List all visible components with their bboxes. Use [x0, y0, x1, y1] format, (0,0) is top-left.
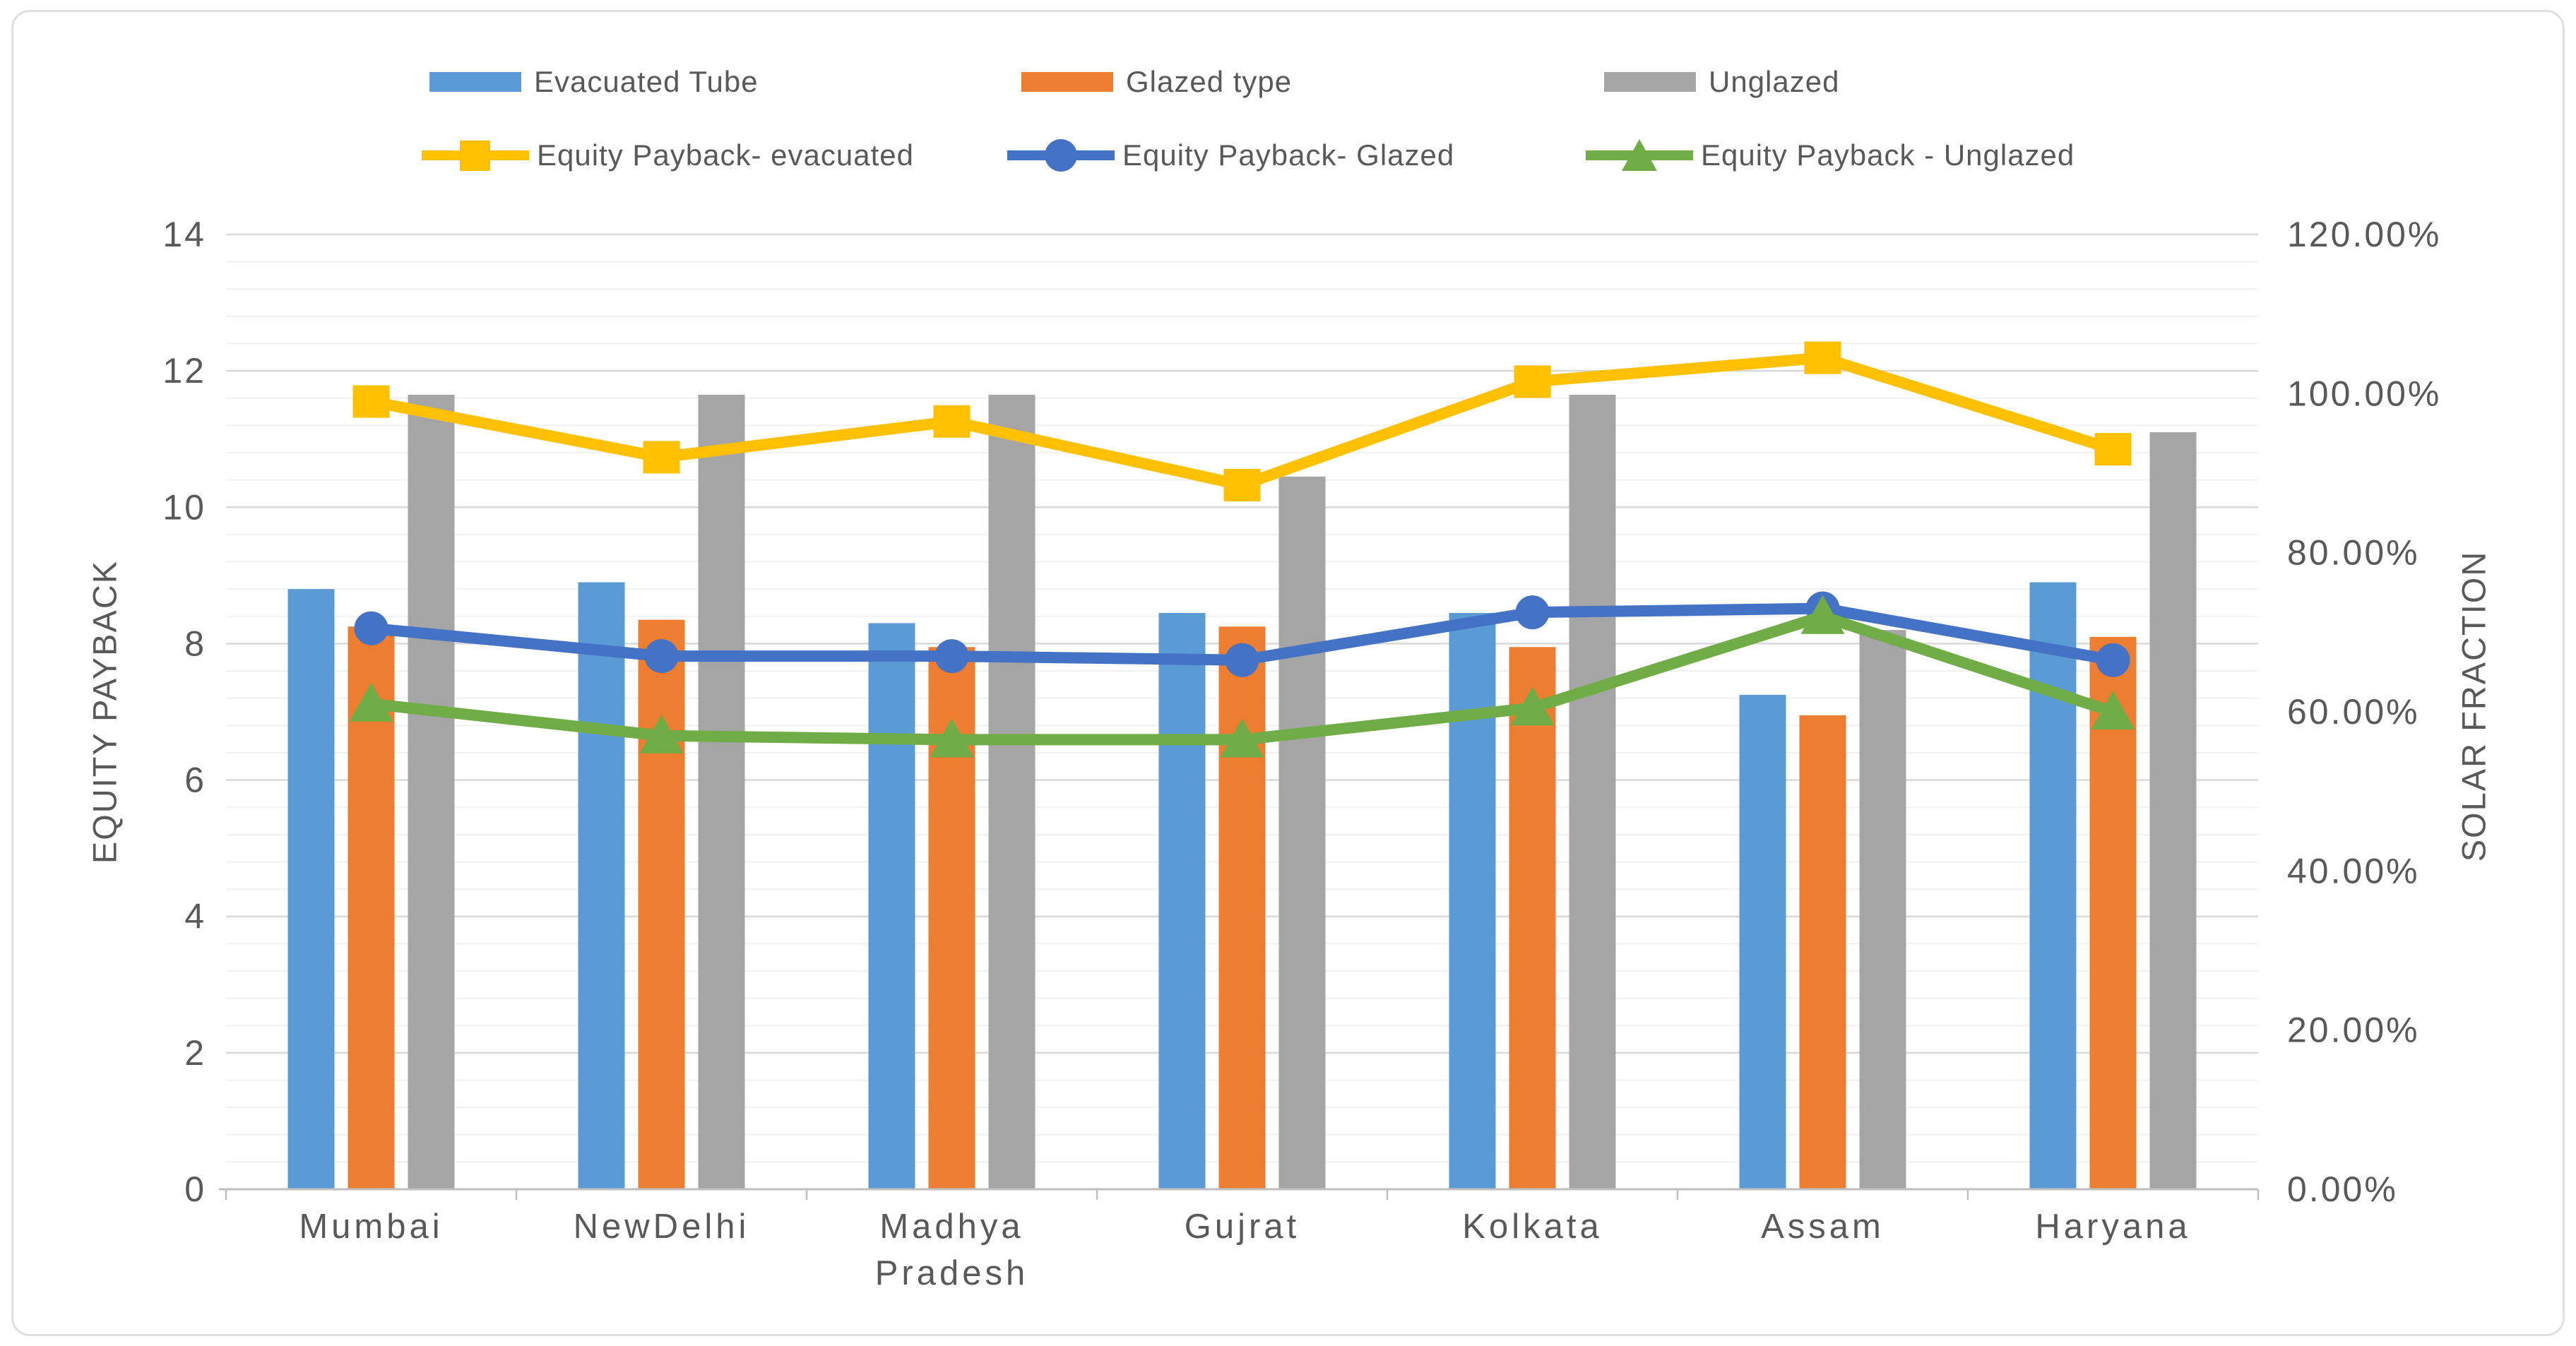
right-axis-title: SOLAR FRACTION	[2455, 550, 2493, 862]
category-label: Kolkata	[1462, 1208, 1602, 1246]
triangle-marker-kolkata	[1510, 686, 1555, 726]
category-label: Gujrat	[1185, 1208, 1300, 1246]
square-marker-assam	[1804, 341, 1841, 374]
triangle-marker-mumbai	[349, 682, 393, 722]
right-axis-tick-label: 100.00%	[2287, 374, 2441, 413]
category-label: NewDelhi	[574, 1208, 750, 1246]
right-axis-tick-label: 80.00%	[2287, 533, 2420, 573]
square-marker-newdelhi	[643, 441, 680, 474]
square-marker-madhya-pradesh	[933, 405, 971, 438]
category-label: Assam	[1761, 1208, 1884, 1246]
left-axis-tick-label: 4	[184, 897, 206, 936]
category-label: Haryana	[2035, 1208, 2190, 1246]
legend-item-equity-payback-evacuated: Equity Payback- evacuated	[420, 136, 914, 175]
circle-marker-madhya-pradesh	[934, 639, 969, 674]
circle-marker-newdelhi	[644, 639, 679, 674]
left-axis-tick-label: 10	[162, 487, 206, 527]
left-axis-tick-label: 2	[184, 1033, 206, 1073]
glazed-type-swatch-icon	[1021, 72, 1113, 92]
bar-evacuated-tube-newdelhi	[578, 582, 625, 1189]
line-triangle-marker-icon	[1586, 139, 1693, 171]
bar-unglazed-kolkata	[1569, 394, 1616, 1189]
line-circle-marker-icon	[1007, 139, 1115, 172]
legend-item-equity-payback-unglazed: Equity Payback - Unglazed	[1584, 136, 2075, 175]
bar-unglazed-gujrat	[1278, 476, 1326, 1189]
bar-unglazed-madhya-pradesh	[988, 394, 1035, 1189]
bar-evacuated-tube-madhya-pradesh	[868, 623, 915, 1189]
line-square-marker-icon	[422, 141, 529, 171]
bar-evacuated-tube-assam	[1739, 694, 1786, 1189]
square-marker-gujrat	[1223, 468, 1261, 501]
category-label: Madhya	[879, 1208, 1023, 1246]
bar-unglazed-haryana	[2149, 432, 2197, 1189]
bar-evacuated-tube-gujrat	[1158, 612, 1206, 1189]
square-marker-mumbai	[352, 385, 390, 418]
bar-unglazed-mumbai	[408, 394, 455, 1189]
bar-glazed-type-gujrat	[1218, 626, 1266, 1189]
bar-unglazed-newdelhi	[698, 394, 745, 1189]
evacuated-tube-swatch-icon	[429, 72, 521, 92]
bar-glazed-type-newdelhi	[638, 619, 685, 1189]
bar-unglazed-assam	[1859, 630, 1906, 1189]
square-marker-haryana	[2094, 433, 2132, 466]
circle-marker-gujrat	[1225, 643, 1259, 677]
left-axis-tick-label: 0	[184, 1169, 206, 1209]
legend-label: Equity Payback- evacuated	[537, 138, 914, 172]
legend-label: Unglazed	[1709, 65, 1840, 98]
category-label: Mumbai	[299, 1208, 443, 1246]
unglazed-swatch-icon	[1604, 72, 1696, 92]
circle-marker-haryana	[2096, 643, 2130, 677]
right-axis-tick-label: 60.00%	[2287, 692, 2420, 732]
legend-item-evacuated-tube: Evacuated Tube	[429, 62, 759, 102]
legend-item-unglazed: Unglazed	[1604, 62, 1839, 102]
left-axis-tick-label: 8	[184, 624, 206, 663]
legend-label: Equity Payback- Glazed	[1122, 138, 1455, 172]
triangle-marker-madhya-pradesh	[930, 718, 974, 758]
legend-item-equity-payback-glazed: Equity Payback- Glazed	[1006, 136, 1454, 175]
right-axis-tick-label: 40.00%	[2287, 851, 2420, 891]
bar-evacuated-tube-mumbai	[287, 589, 335, 1189]
triangle-marker-haryana	[2091, 691, 2135, 729]
triangle-marker-newdelhi	[639, 714, 684, 754]
left-axis-tick-label: 12	[162, 351, 206, 391]
triangle-marker-gujrat	[1220, 718, 1264, 758]
bar-evacuated-tube-kolkata	[1449, 612, 1496, 1189]
legend-label: Glazed type	[1126, 65, 1293, 98]
legend-item-glazed-type: Glazed type	[1021, 62, 1292, 102]
left-axis-title: EQUITY PAYBACK	[85, 559, 124, 864]
legend-label: Equity Payback - Unglazed	[1701, 138, 2075, 172]
right-axis-tick-label: 120.00%	[2287, 215, 2441, 254]
legend-label: Evacuated Tube	[534, 65, 759, 98]
line-equity-payback--evacuated	[365, 352, 2119, 491]
left-axis-tick-label: 6	[184, 761, 206, 800]
category-label: Pradesh	[875, 1254, 1029, 1292]
circle-marker-mumbai	[354, 611, 388, 645]
square-marker-kolkata	[1514, 365, 1551, 398]
bar-evacuated-tube-haryana	[2029, 582, 2077, 1189]
bar-glazed-type-assam	[1799, 715, 1846, 1189]
triangle-marker-assam	[1800, 595, 1845, 634]
left-axis-tick-label: 14	[162, 215, 206, 254]
bar-glazed-type-kolkata	[1509, 647, 1556, 1189]
right-axis-tick-label: 0.00%	[2287, 1169, 2398, 1209]
right-axis-tick-label: 20.00%	[2287, 1011, 2420, 1050]
circle-marker-kolkata	[1515, 595, 1550, 630]
